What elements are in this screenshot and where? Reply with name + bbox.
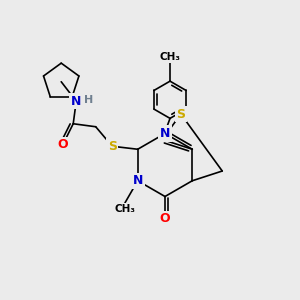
Text: N: N — [160, 127, 170, 140]
Text: CH₃: CH₃ — [115, 204, 136, 214]
Text: S: S — [176, 107, 185, 121]
Text: S: S — [108, 140, 117, 153]
Text: CH₃: CH₃ — [160, 52, 181, 62]
Text: N: N — [71, 95, 81, 108]
Text: O: O — [57, 138, 68, 151]
Text: N: N — [133, 174, 143, 187]
Text: H: H — [84, 95, 93, 105]
Text: O: O — [160, 212, 170, 226]
